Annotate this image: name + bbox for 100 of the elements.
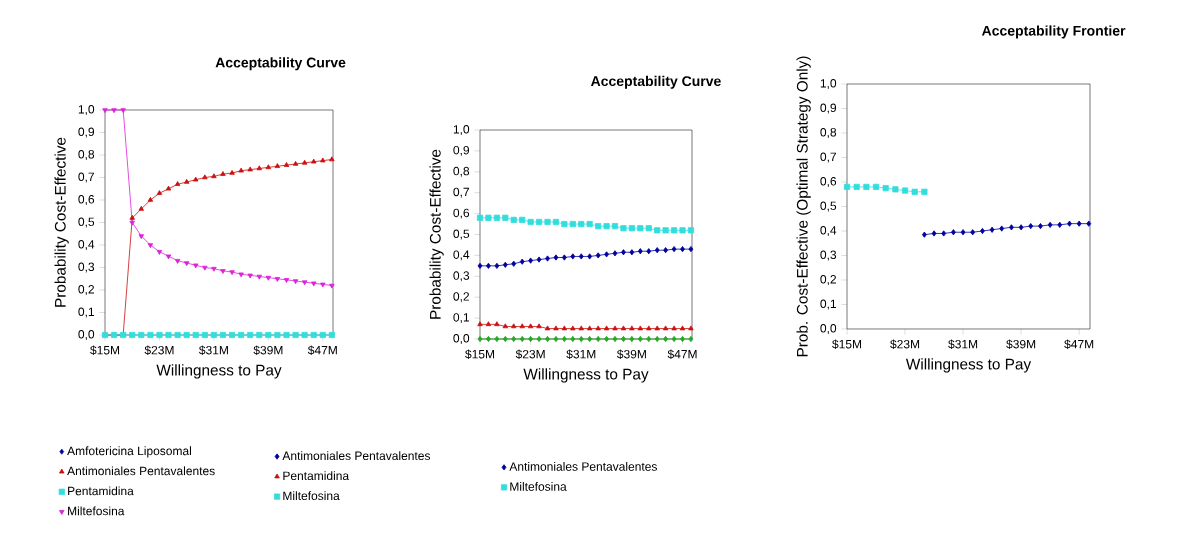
chart-title: Acceptability Frontier	[981, 25, 1126, 39]
point	[502, 323, 509, 329]
point	[612, 335, 618, 343]
point	[510, 216, 517, 223]
point	[202, 174, 208, 180]
point	[511, 323, 517, 329]
point	[892, 186, 899, 193]
point	[1076, 220, 1082, 227]
point	[960, 229, 966, 236]
y-tick-label: 0,2	[78, 285, 94, 295]
y-axis-title: Probability Cost-Effective	[429, 149, 444, 319]
point	[621, 249, 626, 256]
point	[911, 188, 918, 195]
point	[853, 183, 860, 190]
point	[544, 218, 551, 226]
point	[999, 225, 1005, 232]
point	[477, 321, 483, 327]
point	[688, 246, 694, 253]
y-tick-label: 0,9	[78, 127, 95, 138]
point	[238, 167, 244, 173]
y-tick-label: 0,3	[453, 271, 470, 282]
point	[477, 262, 483, 269]
point	[274, 163, 281, 168]
point	[688, 325, 694, 331]
point	[519, 323, 525, 329]
point	[882, 185, 889, 192]
legend-label: Antimoniales Pentavalentes	[509, 462, 657, 471]
point	[311, 281, 317, 287]
point	[671, 227, 678, 234]
point	[679, 325, 686, 331]
point	[183, 261, 190, 267]
point	[922, 231, 927, 238]
point	[561, 254, 567, 261]
point	[544, 325, 551, 331]
y-tick-label: 0,2	[820, 275, 836, 285]
point	[292, 279, 299, 285]
point	[552, 218, 560, 226]
point	[174, 181, 181, 186]
point	[662, 325, 669, 331]
point	[274, 331, 281, 339]
point	[111, 108, 117, 114]
point	[476, 214, 484, 221]
y-tick-label: 0,3	[78, 262, 95, 273]
point	[220, 171, 226, 176]
y-tick-label: 0,5	[453, 229, 470, 240]
point	[319, 331, 326, 339]
point	[1038, 223, 1043, 230]
point	[931, 230, 937, 237]
point	[165, 331, 172, 339]
point	[311, 158, 317, 164]
point	[229, 169, 235, 175]
point	[637, 225, 644, 232]
point	[138, 331, 145, 339]
legend-label: Miltefosina	[283, 491, 340, 501]
point	[628, 225, 635, 232]
point	[485, 214, 492, 221]
point	[310, 331, 317, 339]
point	[292, 331, 299, 339]
point	[256, 331, 263, 339]
point	[219, 331, 227, 339]
point	[921, 188, 928, 195]
point	[536, 256, 542, 263]
point	[320, 157, 326, 163]
point	[502, 261, 508, 268]
point	[654, 227, 661, 234]
point	[165, 254, 172, 260]
y-tick-label: 0,4	[78, 240, 95, 250]
y-tick-label: 0,8	[820, 128, 837, 138]
point	[192, 331, 199, 339]
point	[561, 325, 568, 331]
point	[603, 325, 610, 331]
point	[620, 325, 627, 331]
point	[671, 325, 677, 331]
x-tick-label: $47M	[667, 349, 697, 360]
point	[147, 196, 154, 202]
point	[477, 335, 483, 343]
point	[1009, 224, 1014, 231]
point	[174, 259, 181, 264]
legend-label: Antimoniales Pentavalentes	[282, 451, 431, 461]
x-tick-label: $23M	[890, 339, 920, 350]
x-tick-label: $39M	[1006, 339, 1036, 350]
x-tick-label: $23M	[144, 345, 174, 356]
point	[688, 335, 694, 343]
point	[494, 321, 500, 327]
point	[553, 325, 559, 331]
point	[265, 275, 272, 281]
point	[220, 269, 226, 274]
point	[553, 254, 559, 261]
point	[901, 187, 909, 194]
point	[301, 159, 308, 165]
y-tick-label: 1,0	[820, 79, 837, 89]
x-tick-label: $31M	[566, 349, 596, 360]
point	[283, 278, 290, 283]
y-tick-label: 0,7	[820, 152, 836, 163]
point	[687, 227, 694, 234]
point	[637, 325, 644, 331]
legend-label: Miltefosina	[68, 506, 125, 516]
x-tick-label: $15M	[90, 345, 120, 356]
point	[595, 223, 602, 230]
point	[671, 335, 677, 343]
